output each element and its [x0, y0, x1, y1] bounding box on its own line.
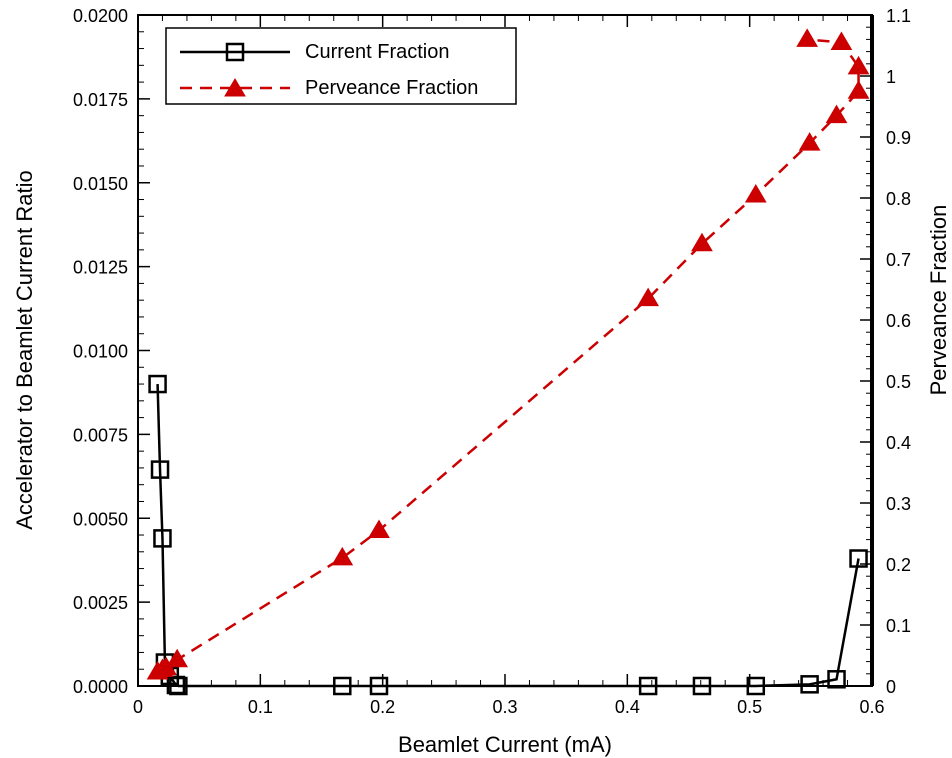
data-point-square — [169, 676, 188, 696]
y2-tick-label: 1.1 — [886, 6, 911, 26]
y2-tick-label: 0.9 — [886, 128, 911, 148]
y-axis-label: Accelerator to Beamlet Current Ratio — [12, 170, 37, 530]
series-layer — [146, 28, 870, 696]
data-point-triangle — [830, 31, 853, 50]
y2-tick-label: 0.5 — [886, 372, 911, 392]
x-tick-label: 0.6 — [859, 697, 884, 717]
x-tick-label: 0.4 — [615, 697, 640, 717]
series-current-fraction — [148, 374, 868, 696]
legend-label-current-fraction: Current Fraction — [305, 41, 450, 63]
data-point-square — [638, 676, 658, 696]
series-perveance-fraction — [146, 28, 870, 680]
data-point-square — [150, 460, 170, 479]
data-point-triangle — [796, 28, 819, 47]
data-point-triangle — [744, 183, 767, 203]
x-tick-label: 0.5 — [737, 697, 762, 717]
y2-tick-label: 0.6 — [886, 311, 911, 331]
data-point-triangle — [368, 519, 390, 538]
y2-tick-label: 0 — [886, 677, 896, 697]
data-point-triangle — [691, 232, 713, 252]
data-point-square — [333, 676, 352, 696]
data-point-triangle — [331, 546, 354, 566]
left-axis: 0.0000 0.0025 0.0050 0.0075 0.0100 0.0125 0.01… — [73, 6, 150, 697]
y-tick-label: 0.0150 — [73, 174, 128, 194]
y-tick-label: 0.0025 — [73, 593, 128, 613]
data-point-square — [746, 676, 766, 696]
series-line — [157, 38, 860, 674]
plot-frame — [137, 14, 874, 687]
y-tick-label: 0.0200 — [73, 6, 128, 26]
data-point-square — [148, 374, 167, 394]
y2-tick-label: 0.3 — [886, 494, 911, 514]
data-point-triangle — [637, 287, 660, 307]
y-tick-label: 0.0175 — [73, 90, 128, 110]
data-point-triangle — [798, 132, 821, 151]
y-tick-label: 0.0050 — [73, 509, 128, 529]
data-point-triangle — [847, 55, 870, 75]
x-axis-label: Beamlet Current (mA) — [398, 732, 612, 757]
legend-symbol-current-fraction — [180, 42, 290, 62]
y-tick-label: 0.0000 — [73, 677, 128, 697]
data-point-square — [827, 670, 846, 689]
x-tick-label: 0.3 — [492, 697, 517, 717]
data-point-square — [800, 675, 819, 694]
plot-area-border — [137, 14, 873, 687]
y-tick-label: 0.0075 — [73, 425, 128, 445]
y2-axis-label: Perveance Fraction — [926, 205, 951, 396]
legend: Current Fraction Perveance Fraction — [165, 27, 517, 105]
x-tick-label: 0.2 — [370, 697, 395, 717]
legend-symbol-perveance-fraction — [180, 78, 290, 97]
legend-marker-triangle — [224, 78, 246, 97]
legend-box — [165, 27, 517, 105]
x-tick-label: 0 — [133, 697, 143, 717]
y2-tick-label: 0.7 — [886, 250, 911, 270]
legend-label-perveance-fraction: Perveance Fraction — [305, 77, 478, 99]
right-axis: 0 0.1 0.2 0.3 0.4 0.5 0.6 0.7 0.8 0.9 1 1.1 — [860, 6, 911, 697]
y-tick-label: 0.0100 — [73, 342, 128, 362]
y2-tick-label: 0.2 — [886, 555, 911, 575]
y2-tick-label: 1 — [886, 67, 896, 87]
y2-tick-label: 0.8 — [886, 189, 911, 209]
data-point-triangle — [847, 80, 870, 99]
data-point-triangle — [825, 104, 848, 124]
y2-tick-label: 0.4 — [886, 433, 911, 453]
data-point-square — [369, 676, 389, 696]
x-tick-label: 0.1 — [248, 697, 273, 717]
legend-marker-square — [225, 42, 245, 62]
bottom-axis: 0 0.1 0.2 0.3 0.4 0.5 0.6 — [133, 15, 885, 717]
series-line — [156, 384, 860, 688]
data-point-square — [153, 529, 172, 548]
y-tick-label: 0.0125 — [73, 258, 128, 278]
y2-tick-label: 0.1 — [886, 616, 911, 636]
data-point-square — [692, 676, 712, 696]
data-point-triangle — [166, 648, 189, 668]
data-point-square — [849, 549, 868, 568]
